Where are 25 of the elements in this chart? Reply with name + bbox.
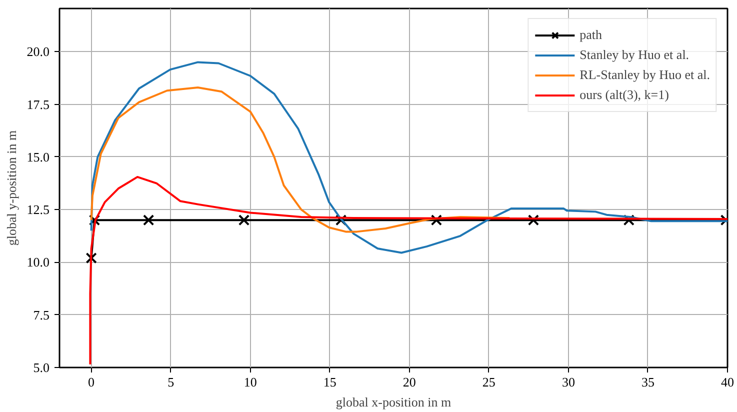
legend-label: RL-Stanley by Huo et al. <box>580 66 710 84</box>
x-tick-label: 20 <box>402 374 416 390</box>
x-tick-label: 30 <box>562 374 575 390</box>
y-tick-label: 15.0 <box>26 149 50 164</box>
line-series <box>90 61 728 254</box>
x-tick-label: 35 <box>641 374 654 390</box>
line-series <box>90 86 511 233</box>
x-tick-label: 25 <box>482 374 496 390</box>
y-tick-label: 7.5 <box>33 307 50 322</box>
y-tick-label: 20.0 <box>26 44 50 60</box>
x-tick-label: 10 <box>244 374 257 390</box>
x-tick-label: 40 <box>721 374 734 390</box>
y-tick-label: 5.0 <box>33 360 50 375</box>
y-axis-title: global y-position in m <box>4 130 19 246</box>
legend-label: ours (alt(3), k=1) <box>580 86 669 104</box>
line-series <box>89 176 728 366</box>
x-tick-label: 0 <box>88 374 95 390</box>
y-tick-label: 17.5 <box>26 96 50 112</box>
x-tick-label: 5 <box>168 374 174 390</box>
y-tick-label: 10.0 <box>26 254 50 270</box>
x-axis-title: global x-position in m <box>336 394 452 410</box>
x-tick-label: 15 <box>323 374 336 390</box>
y-tick-label: 12.5 <box>26 202 50 218</box>
legend-label: Stanley by Huo et al. <box>580 46 690 64</box>
legend-label: path <box>580 26 602 44</box>
